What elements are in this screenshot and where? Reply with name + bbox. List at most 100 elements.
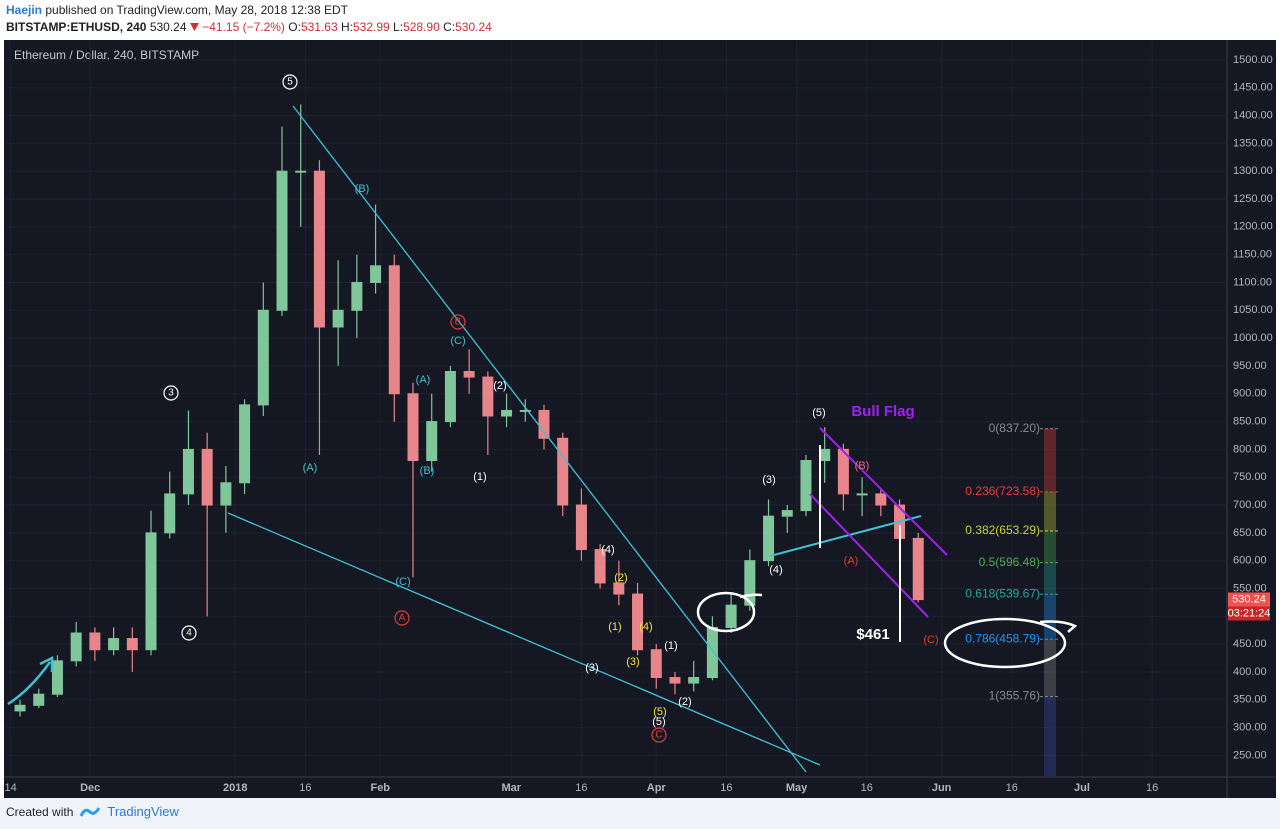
- wave-label: (1): [608, 621, 621, 633]
- candle-body: [201, 448, 213, 506]
- wave-label: (2): [678, 696, 691, 708]
- wave-label: (A): [303, 462, 318, 474]
- y-tick-label: 300.00: [1233, 721, 1267, 733]
- fib-band: [1044, 491, 1056, 532]
- wave-label: 5: [287, 77, 293, 88]
- fib-band: [1044, 428, 1056, 492]
- wave-label: $461: [856, 626, 889, 643]
- change: −41.15 (−7.2%): [202, 20, 285, 34]
- ohlc-value: 528.90: [403, 20, 440, 34]
- candle-body: [388, 265, 400, 395]
- arrow: [7, 655, 54, 706]
- candle-body: [781, 510, 793, 517]
- candle-body: [725, 604, 737, 628]
- wave-label: (3): [626, 656, 639, 668]
- x-tick-label: 16: [1146, 782, 1158, 794]
- fib-band: [1044, 696, 1056, 776]
- candle-body: [837, 448, 849, 495]
- wave-circle: [394, 610, 410, 626]
- candle-body: [14, 704, 26, 712]
- candle-body: [856, 493, 868, 496]
- wave-label: (B): [355, 183, 370, 195]
- candle-body: [313, 170, 325, 328]
- candle-body: [650, 649, 662, 679]
- candle-body: [145, 532, 157, 651]
- y-tick-label: 600.00: [1233, 555, 1267, 567]
- wave-label: (4): [601, 544, 614, 556]
- candle-body: [351, 281, 363, 311]
- countdown: 03:21:24: [1228, 607, 1271, 619]
- wave-label: (4): [769, 564, 782, 576]
- candle-body: [126, 638, 138, 651]
- circle-mark: [696, 591, 756, 633]
- circle-mark: [943, 617, 1067, 669]
- ohlc-key: C:: [443, 20, 456, 34]
- y-tick-label: 750.00: [1233, 471, 1267, 483]
- ohlc-key: O:: [288, 20, 301, 34]
- candle-body: [70, 632, 82, 662]
- y-tick-label: 250.00: [1233, 749, 1267, 761]
- flag-line: [809, 493, 929, 618]
- fib-label: 0.786(458.79): [965, 631, 1040, 645]
- y-tick-label: 1450.00: [1233, 82, 1273, 94]
- y-tick-label: 900.00: [1233, 388, 1267, 400]
- y-tick-label: 850.00: [1233, 415, 1267, 427]
- x-tick-label: 16: [299, 782, 311, 794]
- wave-label: (2): [614, 572, 627, 584]
- x-tick-label: Mar: [501, 782, 521, 794]
- x-tick-label: May: [786, 782, 808, 794]
- y-tick-label: 1300.00: [1233, 165, 1273, 177]
- candle-body: [819, 448, 831, 462]
- y-tick-label: 1050.00: [1233, 304, 1273, 316]
- x-tick-label: Dec: [80, 782, 100, 794]
- y-tick-label: 1100.00: [1233, 276, 1272, 288]
- candle-body: [295, 170, 307, 173]
- candle-body: [164, 493, 176, 534]
- header-line: Haejin published on TradingView.com, May…: [6, 2, 492, 19]
- y-tick-label: 700.00: [1233, 499, 1267, 511]
- fib-label: 0.382(653.29): [965, 523, 1040, 537]
- candle-body: [276, 170, 288, 311]
- wave-label: (1): [664, 640, 677, 652]
- candle-body: [182, 448, 194, 495]
- fib-band: [1044, 594, 1056, 640]
- candle-body: [501, 409, 513, 417]
- trend-line: [292, 105, 807, 773]
- candle-body: [519, 409, 531, 412]
- fib-label: 0.236(723.58): [965, 484, 1040, 498]
- wave-circle: [450, 314, 466, 330]
- wave-label: (B): [855, 460, 870, 472]
- y-tick-label: 950.00: [1233, 360, 1267, 372]
- wave-label: Bull Flag: [851, 403, 914, 420]
- y-tick-label: 650.00: [1233, 527, 1267, 539]
- x-tick-label: 16: [861, 782, 873, 794]
- candle-body: [332, 309, 344, 328]
- wave-label: (5): [652, 716, 665, 728]
- candle-body: [407, 393, 419, 462]
- header-line: BITSTAMP:ETHUSD, 240 530.24 −41.15 (−7.2…: [6, 19, 492, 36]
- wave-circle: [282, 74, 298, 90]
- candle-body: [912, 537, 924, 601]
- candle-body: [108, 638, 120, 651]
- wave-label: 3: [168, 388, 174, 399]
- y-tick-label: 550.00: [1233, 582, 1267, 594]
- footer: Created with TradingView: [6, 804, 179, 819]
- flag-line: [819, 427, 948, 556]
- logo: [80, 806, 101, 817]
- fib-label: 0.618(539.67): [965, 586, 1040, 600]
- y-tick-label: 1500.00: [1233, 54, 1273, 66]
- y-tick-label: 1000.00: [1233, 332, 1273, 344]
- ohlc-key: H:: [341, 20, 353, 34]
- fib-label: 0.5(596.48): [979, 555, 1040, 569]
- chart-bg: [4, 40, 1276, 798]
- fib-label: 1(355.76): [989, 689, 1040, 703]
- wave-label: (A): [416, 374, 431, 386]
- candle-body: [669, 677, 681, 684]
- symbol: BITSTAMP:ETHUSD, 240: [6, 20, 147, 34]
- candle-body: [613, 582, 625, 595]
- footer-bg: [0, 798, 1280, 829]
- wave-label: (1): [473, 471, 486, 483]
- candle-body: [538, 409, 550, 439]
